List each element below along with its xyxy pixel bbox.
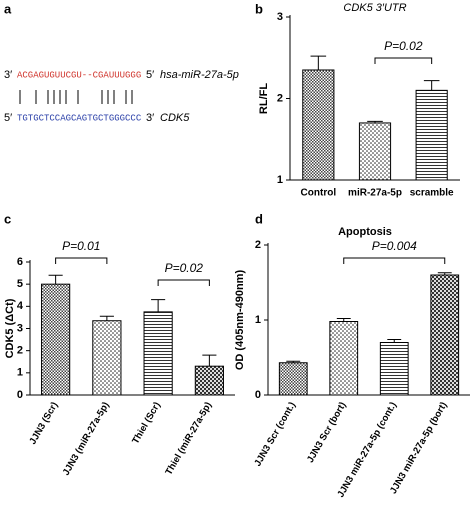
p-value: P=0.004 [372, 239, 417, 253]
panel-label: b [255, 1, 263, 16]
x-tick-label: JJN3 miR-27a-5p (cont.) [335, 400, 399, 499]
p-value: P=0.02 [384, 39, 423, 53]
error-bar [336, 318, 351, 322]
y-axis-label: CDK5 (ΔCt) [4, 298, 16, 358]
x-tick-label: Thiel (Scr) [130, 400, 163, 446]
error-bar [437, 272, 452, 275]
bar [415, 89, 448, 181]
y-axis-label: RL/FL [258, 83, 270, 114]
significance-bracket [157, 279, 210, 286]
panel-label: c [4, 211, 11, 226]
y-tick-label: 3 [277, 11, 283, 23]
bar [379, 342, 409, 396]
prime: 3′ [4, 69, 12, 81]
chart-title: CDK5 3′UTR [343, 2, 406, 14]
base-pairs [19, 90, 133, 104]
significance-bracket [374, 57, 433, 64]
x-tick-label: miR-27a-5p [348, 188, 402, 199]
bar [41, 283, 71, 396]
error-bar [367, 120, 383, 123]
bar [302, 69, 335, 181]
x-tick-label: JJN3 Scr (bort) [305, 400, 349, 464]
x-tick-label: JJN3 miR-27a-5p (bort) [388, 400, 450, 496]
target-sequence: TGTGCTCCAGCAGTGCTGGGCCC [17, 113, 142, 123]
mirna-name: hsa-miR-27a-5p [160, 69, 239, 81]
y-tick-label: 0 [255, 389, 261, 401]
error-bar [286, 360, 301, 363]
x-tick-label: JJN3 Scr (cont.) [252, 400, 298, 468]
bar [194, 365, 224, 396]
prime: 5′ [146, 69, 154, 81]
error-bar [202, 354, 217, 367]
p-value: P=0.02 [165, 261, 204, 275]
y-tick-label: 6 [17, 256, 23, 268]
prime: 5′ [4, 112, 12, 124]
mirna-sequence: ACGAGUGUUCGU--CGAUUUGGG [17, 70, 141, 80]
bar [329, 321, 359, 396]
bar [92, 320, 122, 396]
y-tick-label: 4 [17, 300, 24, 312]
target-name: CDK5 [160, 112, 190, 124]
panel-label: d [255, 211, 263, 226]
error-bar [48, 274, 63, 285]
bar [143, 311, 173, 396]
x-tick-label: scramble [410, 188, 454, 199]
y-tick-label: 1 [17, 367, 23, 379]
x-tick-label: JJN3 (miR-27a-5p) [61, 400, 112, 477]
bar [430, 274, 460, 396]
y-tick-label: 0 [17, 389, 23, 401]
significance-bracket [55, 257, 108, 264]
y-tick-label: 3 [17, 322, 23, 334]
y-tick-label: 5 [17, 278, 23, 290]
significance-bracket [343, 257, 446, 264]
prime: 3′ [146, 112, 154, 124]
y-tick-label: 2 [255, 239, 261, 251]
error-bar [387, 339, 402, 343]
y-tick-label: 1 [277, 174, 283, 186]
y-tick-label: 1 [255, 314, 261, 326]
x-tick-label: JJN3 (Scr) [27, 400, 60, 446]
y-tick-label: 2 [277, 92, 283, 104]
p-value: P=0.01 [62, 239, 100, 253]
bar [278, 362, 308, 396]
error-bar [151, 299, 166, 312]
y-axis-label: OD (405nm-490nm) [234, 270, 246, 371]
panel-label: a [4, 1, 12, 16]
y-tick-label: 2 [17, 345, 23, 357]
error-bar [310, 55, 327, 70]
chart-title: Apoptosis [338, 226, 392, 238]
x-tick-label: Control [301, 188, 337, 199]
x-tick-label: Thiel (miR-27a-5p) [163, 400, 214, 477]
bar [358, 122, 392, 181]
error-bar [423, 80, 440, 91]
error-bar [99, 315, 114, 321]
